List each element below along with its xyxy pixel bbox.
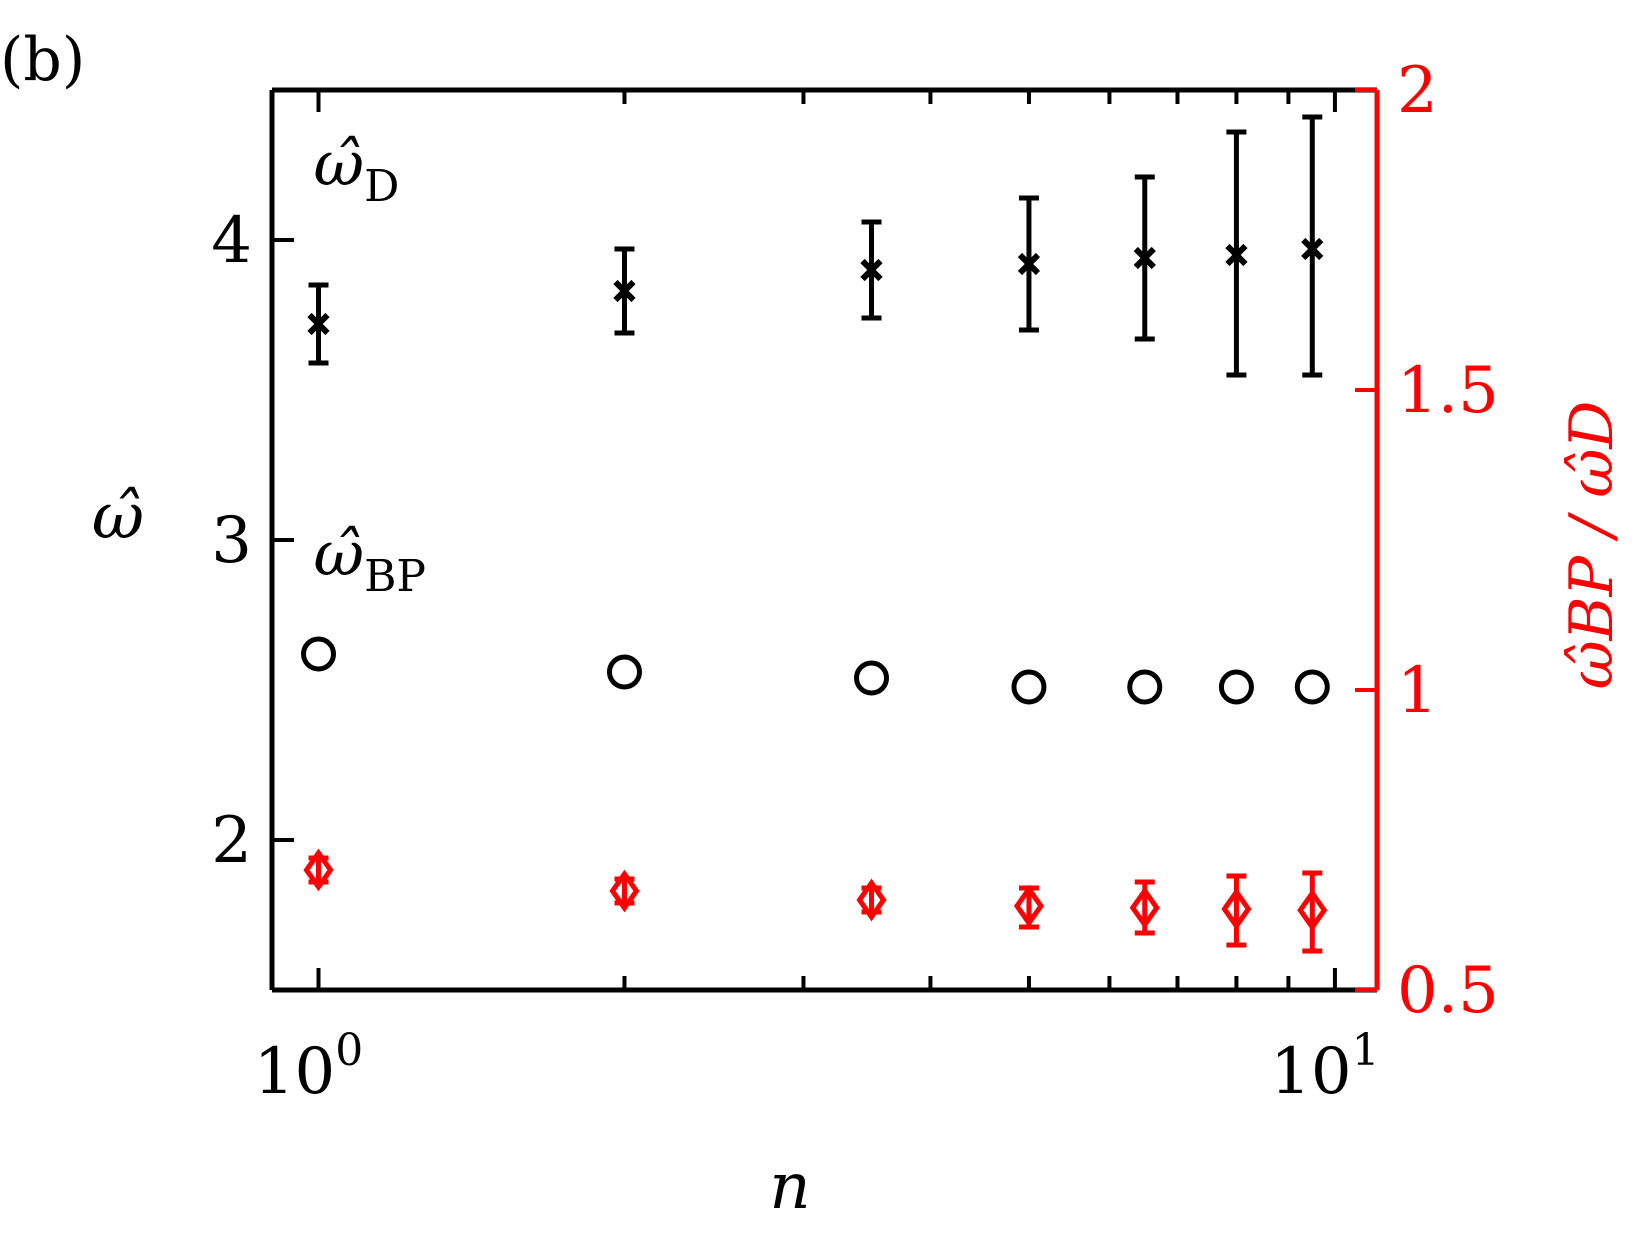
- circle-marker: [1218, 669, 1254, 705]
- left-y-tick-label: 3: [211, 504, 252, 578]
- right-y-axis: 0.5 1 1.5 2: [1355, 54, 1499, 1028]
- diamond-marker: [303, 848, 334, 892]
- annotation-omega-d: ω̂D: [314, 127, 400, 212]
- annotation-omega-bp: ω̂BP: [314, 517, 427, 602]
- x-axis-label: n: [769, 1150, 810, 1224]
- right-y-tick-label: 1: [1397, 654, 1438, 728]
- circle-marker: [854, 660, 890, 696]
- circle-marker: [1127, 669, 1163, 705]
- x-marker: [613, 279, 636, 303]
- circle-marker: [606, 654, 642, 690]
- annotations: ω̂D ω̂BP: [314, 127, 427, 602]
- diamond-marker: [1013, 884, 1045, 928]
- x-marker: [1133, 246, 1156, 270]
- circle-marker: [1011, 669, 1047, 705]
- x-tick-label: 101: [1270, 1025, 1379, 1109]
- left-y-axis: 2 3 4: [211, 204, 294, 878]
- right-y-axis-label: ω̂BP / ω̂D: [1557, 401, 1627, 690]
- x-marker: [1225, 243, 1248, 267]
- circle-marker: [1294, 669, 1330, 705]
- diamond-marker: [1297, 888, 1328, 932]
- panel-label: (b): [0, 25, 85, 95]
- x-marker: [1301, 237, 1324, 261]
- diamond-marker: [856, 878, 887, 922]
- x-tick-label: 100: [254, 1025, 363, 1109]
- x-marker: [860, 258, 883, 282]
- x-axis: 100 101: [254, 90, 1380, 1109]
- right-y-tick-label: 0.5: [1397, 954, 1499, 1028]
- data-marks: [301, 114, 1330, 954]
- right-y-tick-label: 2: [1397, 54, 1438, 128]
- circle-marker: [301, 636, 337, 672]
- plot-frame: [269, 87, 1380, 993]
- left-y-tick-label: 4: [211, 204, 252, 278]
- left-y-axis-label: ω̂: [92, 480, 144, 554]
- diamond-marker: [1129, 886, 1160, 930]
- x-marker: [1017, 252, 1041, 276]
- left-y-tick-label: 2: [211, 804, 252, 878]
- diamond-marker: [609, 869, 640, 913]
- diamond-marker: [1221, 887, 1252, 931]
- x-marker: [307, 312, 330, 336]
- right-y-tick-label: 1.5: [1397, 354, 1499, 428]
